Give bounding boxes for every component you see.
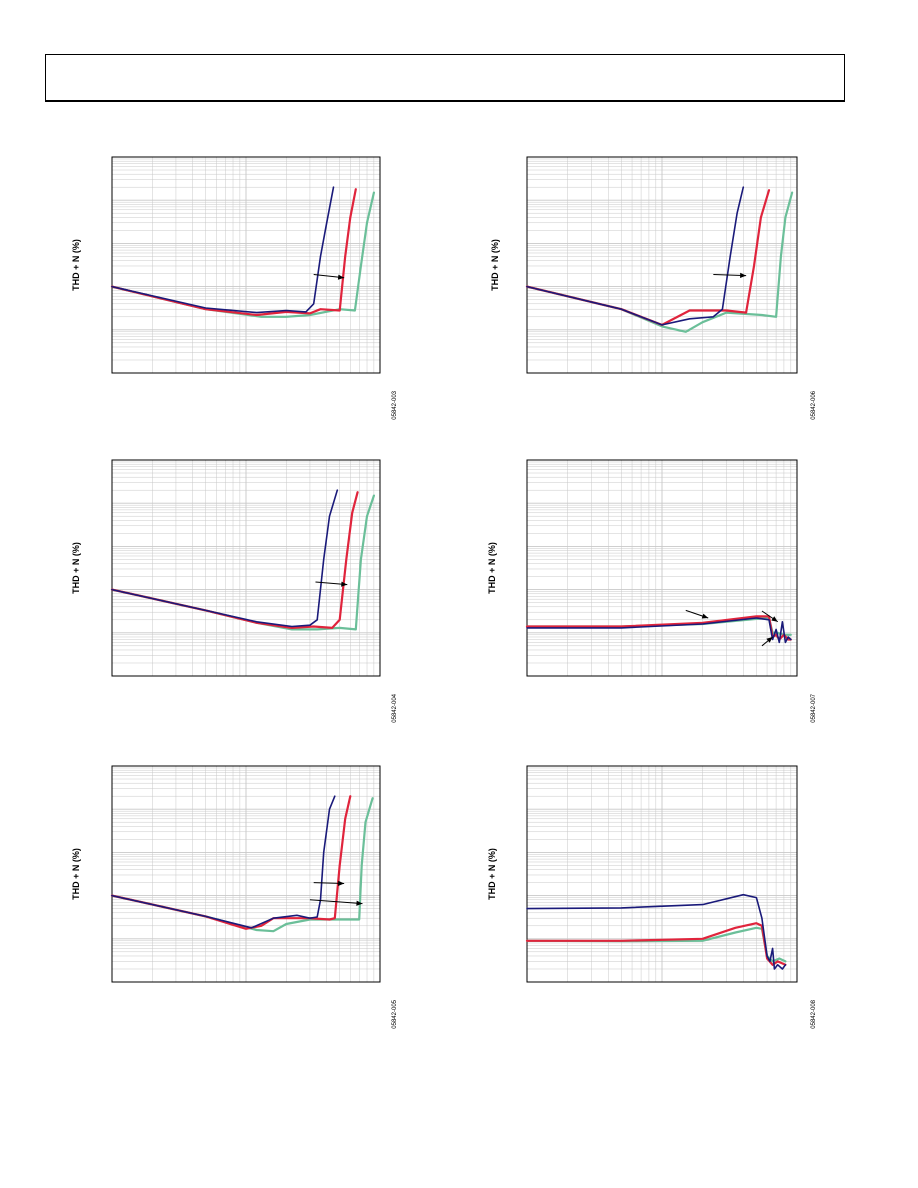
plot-frame — [111, 765, 381, 983]
series-line-3 — [525, 926, 787, 963]
series-line-2 — [110, 188, 357, 317]
series-line-3 — [110, 797, 374, 933]
chart-5: THD + N (%) 05842-005 — [71, 765, 398, 1029]
y-axis-label: THD + N (%) — [71, 239, 81, 291]
y-axis-label: THD + N (%) — [71, 542, 81, 594]
plot-frame — [111, 156, 381, 374]
series-line-1 — [526, 893, 787, 970]
y-axis-label: THD + N (%) — [487, 848, 497, 900]
series-line-1 — [526, 186, 745, 326]
plot-frame — [526, 765, 798, 983]
chart-6: THD + N (%) 05842-008 — [487, 765, 817, 1029]
series-line-2 — [525, 922, 787, 966]
series-line-1 — [526, 617, 792, 644]
y-axis-label: THD + N (%) — [487, 542, 497, 594]
figure-code: 05842-005 — [392, 999, 398, 1028]
y-axis-label: THD + N (%) — [71, 848, 81, 900]
chart-4: THD + N (%) 05842-007 — [487, 459, 817, 723]
figure-code: 05842-008 — [811, 999, 817, 1028]
plot-frame — [526, 156, 798, 374]
figure-code: 05842-003 — [392, 390, 398, 419]
series-line-1 — [111, 795, 336, 929]
series-line-3 — [525, 191, 794, 333]
figure-code: 05842-007 — [811, 693, 817, 722]
annotation-arrowhead — [341, 581, 348, 587]
annotation-arrowhead — [356, 900, 363, 906]
annotation-arrowhead — [740, 272, 747, 278]
series-line-1 — [111, 186, 335, 314]
chart-1: THD + N (%) 05842-003 — [71, 156, 398, 420]
figure-code: 05842-004 — [392, 693, 398, 722]
annotation-arrowhead — [338, 880, 345, 886]
series-line-2 — [525, 189, 771, 326]
annotation-arrowhead — [771, 616, 778, 622]
chart-3: THD + N (%) 05842-004 — [71, 459, 398, 723]
annotation-arrow-line — [309, 899, 363, 905]
page-header-box — [45, 54, 845, 102]
chart-2: THD + N (%) 05842-006 — [490, 156, 817, 420]
plot-frame — [526, 459, 798, 677]
series-line-3 — [110, 191, 375, 318]
plot-frame — [111, 459, 381, 677]
annotation-arrowhead — [766, 636, 773, 643]
series-line-3 — [110, 494, 375, 631]
figure-code: 05842-006 — [811, 390, 817, 419]
annotation-arrowhead — [337, 274, 345, 280]
y-axis-label: THD + N (%) — [490, 239, 500, 291]
series-line-1 — [111, 489, 339, 628]
annotation-arrowhead — [701, 613, 709, 619]
